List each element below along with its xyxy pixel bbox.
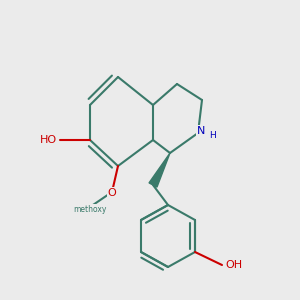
Text: methoxy: methoxy: [73, 205, 107, 214]
Text: O: O: [108, 188, 116, 198]
Text: HO: HO: [40, 135, 57, 145]
Text: N: N: [197, 126, 205, 136]
Text: H: H: [208, 130, 215, 140]
Polygon shape: [149, 153, 170, 187]
Text: OH: OH: [225, 260, 242, 270]
